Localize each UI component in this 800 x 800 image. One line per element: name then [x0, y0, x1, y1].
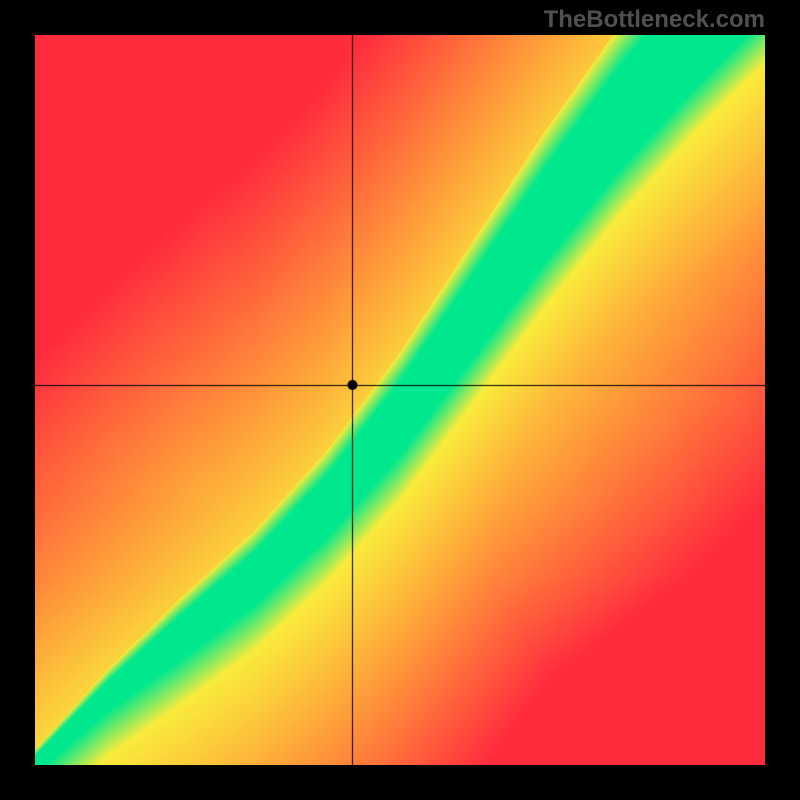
plot-area	[35, 35, 765, 765]
watermark-text: TheBottleneck.com	[544, 6, 765, 34]
heatmap-canvas	[35, 35, 765, 765]
chart-frame: TheBottleneck.com	[0, 0, 800, 800]
